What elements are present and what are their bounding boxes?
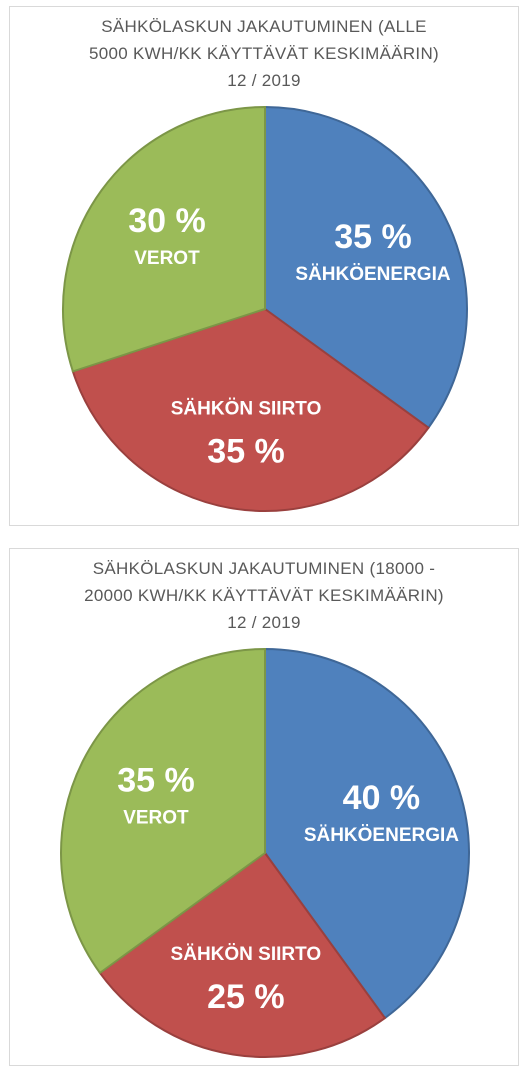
slice-value-label: 35 %	[117, 761, 195, 799]
chart-title: SÄHKÖLASKUN JAKAUTUMINEN (ALLE 5000 KWH/…	[10, 13, 518, 94]
pie-slice	[265, 107, 467, 428]
slice-category-label: SÄHKÖN SIIRTO	[171, 399, 322, 420]
pie-slice	[62, 107, 265, 372]
pie-slice	[61, 649, 265, 973]
pie-slice-outline	[264, 647, 470, 1020]
slice-category-label: VEROT	[134, 248, 200, 269]
chart-title-line: 12 / 2019	[227, 613, 301, 632]
pie-chart-under-5000: SÄHKÖLASKUN JAKAUTUMINEN (ALLE 5000 KWH/…	[9, 6, 519, 526]
pie-slice	[99, 853, 385, 1057]
pie-chart-18000-20000: SÄHKÖLASKUN JAKAUTUMINEN (18000 - 20000 …	[9, 548, 519, 1066]
slice-category-label: VEROT	[123, 807, 189, 828]
slice-value-label: 40 %	[343, 779, 421, 817]
chart-title-line: 5000 KWH/KK KÄYTTÄVÄT KESKIMÄÄRIN)	[89, 44, 439, 63]
slice-value-label: 35 %	[334, 218, 412, 256]
slice-category-label: SÄHKÖN SIIRTO	[171, 944, 322, 965]
slice-category-label: SÄHKÖENERGIA	[295, 264, 450, 285]
chart-title-line: SÄHKÖLASKUN JAKAUTUMINEN (ALLE	[101, 17, 427, 36]
chart-title-line: 20000 KWH/KK KÄYTTÄVÄT KESKIMÄÄRIN)	[84, 586, 444, 605]
slice-value-label: 25 %	[207, 978, 285, 1016]
chart-title: SÄHKÖLASKUN JAKAUTUMINEN (18000 - 20000 …	[10, 555, 518, 636]
pie-slice-outline	[71, 307, 430, 512]
pie-slice-outline	[60, 647, 266, 975]
slice-category-label: SÄHKÖENERGIA	[304, 825, 459, 846]
pie-slice-outline	[62, 105, 266, 373]
pie-slice	[72, 309, 429, 512]
pie-slice-outline	[98, 851, 387, 1058]
chart-title-line: 12 / 2019	[227, 71, 301, 90]
chart-title-line: SÄHKÖLASKUN JAKAUTUMINEN (18000 -	[92, 559, 436, 578]
pie-slice	[265, 649, 470, 1019]
pie-plot: 35 % SÄHKÖENERGIA 35 % SÄHKÖN SIIRTO 30 % VER…	[62, 105, 468, 512]
pie-slice-outline	[264, 105, 468, 430]
pie-plot: 40 % SÄHKÖENERGIA 25 % SÄHKÖN SIIRTO 35 % VER…	[60, 647, 470, 1058]
slice-value-label: 30 %	[128, 202, 206, 240]
slice-value-label: 35 %	[207, 433, 285, 471]
